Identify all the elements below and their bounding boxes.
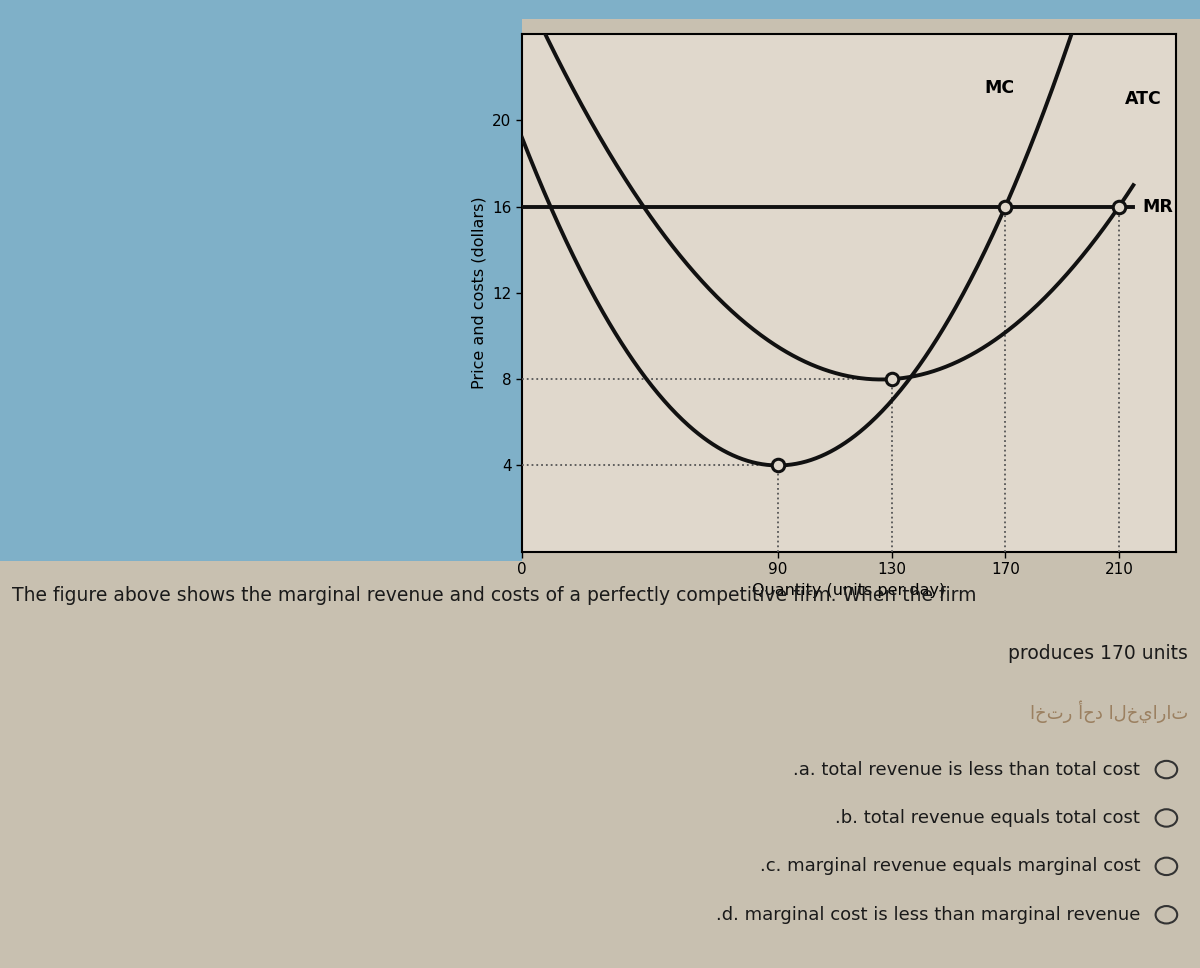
Text: MC: MC [985,78,1015,97]
X-axis label: Quantity (units per day): Quantity (units per day) [752,583,946,597]
Text: produces 170 units: produces 170 units [1008,644,1188,663]
Y-axis label: Price and costs (dollars): Price and costs (dollars) [472,197,487,389]
Text: ATC: ATC [1124,90,1162,107]
Text: .d. marginal cost is less than marginal revenue: .d. marginal cost is less than marginal … [715,906,1140,923]
Text: اختر أحد الخيارات: اختر أحد الخيارات [1030,700,1188,723]
Text: The figure above shows the marginal revenue and costs of a perfectly competitive: The figure above shows the marginal reve… [12,586,977,605]
Text: .c. marginal revenue equals marginal cost: .c. marginal revenue equals marginal cos… [760,858,1140,875]
Text: MR: MR [1142,197,1172,216]
Text: .b. total revenue equals total cost: .b. total revenue equals total cost [835,809,1140,827]
Text: .a. total revenue is less than total cost: .a. total revenue is less than total cos… [793,761,1140,778]
